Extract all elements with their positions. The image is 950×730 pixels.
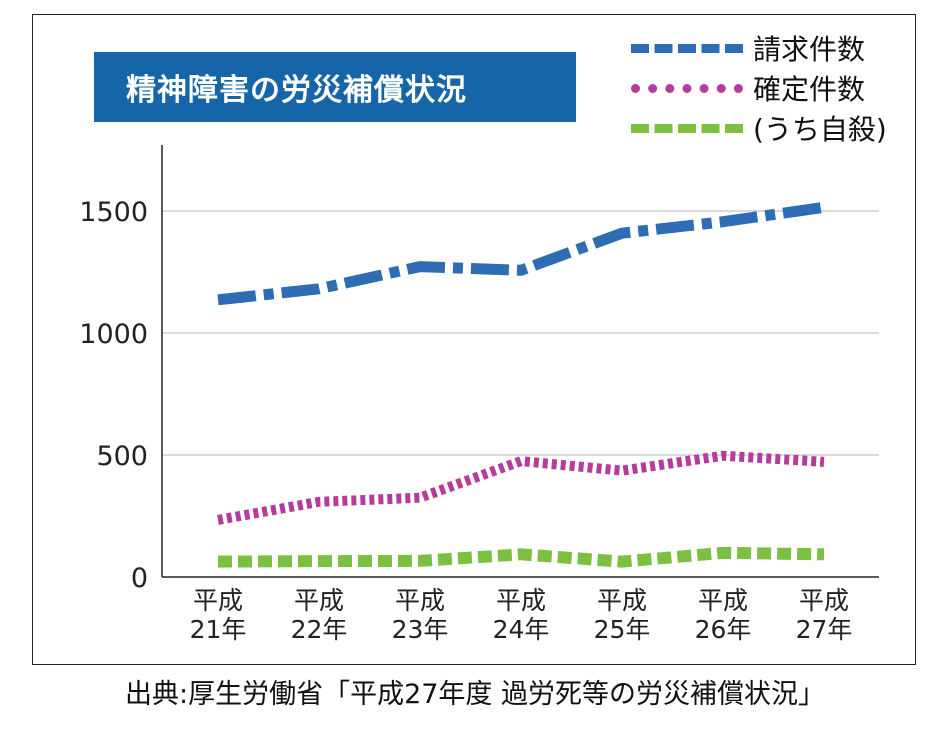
gridlines [162,210,879,456]
y-tick-label-1500: 1500 [79,197,148,228]
x-tick-label-1-year: 21年 [190,615,247,644]
x-tick-label-4-year: 24年 [493,615,550,644]
tick-labels: 050010001500平成21年平成22年平成23年平成24年平成25年平成2… [79,197,852,644]
x-tick-label-6-year: 26年 [695,615,752,644]
x-tick-label-5-era: 平成 [597,586,647,615]
x-tick-label-1-era: 平成 [193,586,243,615]
x-tick-label-3-year: 23年 [392,615,449,644]
chart-frame: 0 500 1000 1500 平成 21年 平成 22年 平成 23年 平成 24年 平成 25年 平成 2… [32,14,916,665]
legend-label-decided: 確定件数 [753,73,866,106]
legend-label-suicide: (うち自殺) [753,113,887,146]
legend-swatch-claims [631,43,743,53]
x-tick-label-7-era: 平成 [799,586,849,615]
x-tick-label-7-year: 27年 [796,615,853,644]
line-chart: 050010001500平成21年平成22年平成23年平成24年平成25年平成2… [79,145,879,644]
y-tick-label-0: 0 [131,563,148,594]
legend-item-decided: 確定件数 [631,71,866,106]
x-tick-label-2-year: 22年 [291,615,348,644]
x-tick-label-2-era: 平成 [294,586,344,615]
series-line-suicide [217,546,825,568]
legend-label-claims: 請求件数 [753,33,866,66]
x-tick-label-6-era: 平成 [698,586,748,615]
series-line-decided [217,450,825,525]
chart-title: 精神障害の労災補償状況 [94,52,576,122]
axes [161,145,879,578]
x-tick-label-4-era: 平成 [496,586,546,615]
y-tick-label-1000: 1000 [79,319,148,350]
legend-swatch-decided [631,83,743,93]
legend-item-suicide: (うち自殺) [631,111,887,146]
series-lines [217,201,825,568]
x-tick-label-3-era: 平成 [395,586,445,615]
legend-item-claims: 請求件数 [631,31,866,66]
legend-swatch-suicide [631,123,743,133]
series-line-claims [217,201,825,306]
source-citation: 出典:厚生労働省「平成27年度 過労死等の労災補償状況」 [124,679,826,710]
x-tick-label-5-year: 25年 [594,615,651,644]
y-tick-label-500: 500 [96,441,148,472]
